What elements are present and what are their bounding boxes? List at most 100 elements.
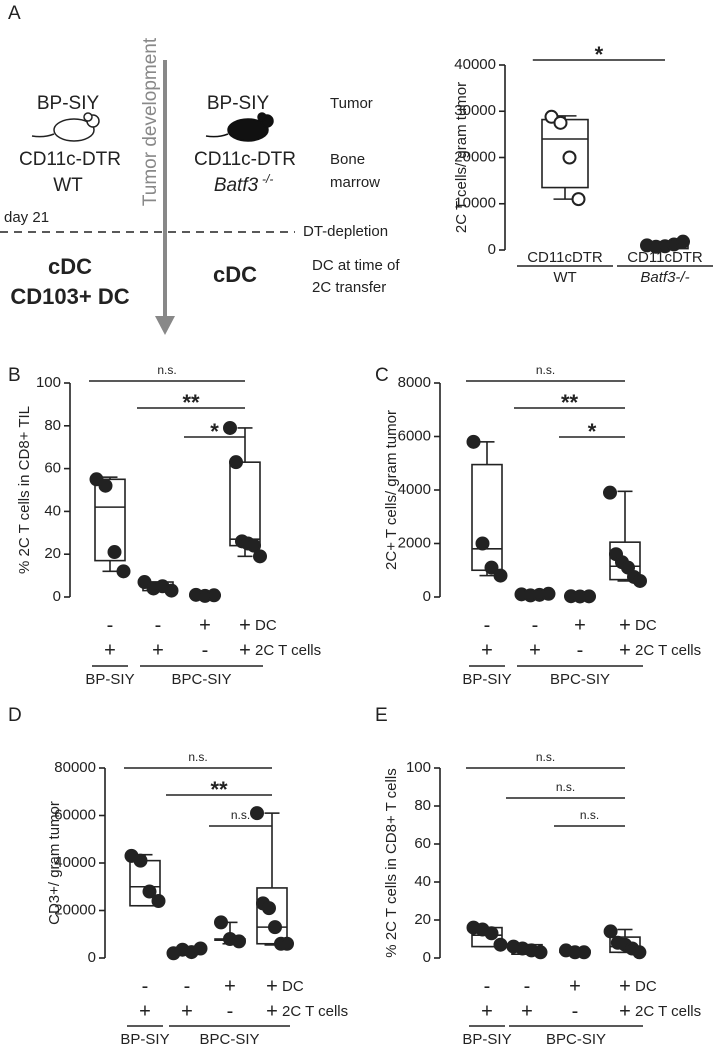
point — [262, 901, 276, 916]
point — [280, 936, 294, 951]
point — [676, 234, 690, 249]
point — [193, 941, 208, 956]
day-label: day 21 — [4, 209, 49, 226]
y-tick-label: 0 — [53, 588, 61, 605]
category-label: CD11cDTR — [527, 249, 603, 266]
y-tick-label: 20 — [414, 911, 431, 928]
y-tick-label: 4000 — [398, 481, 431, 498]
y-tick-label: 0 — [488, 241, 496, 258]
box — [256, 887, 288, 945]
point — [577, 945, 591, 960]
condition-value: - — [572, 1000, 579, 1022]
arrow-head — [155, 316, 175, 335]
condition-value: + — [239, 639, 251, 661]
condition-name: DC — [635, 617, 657, 634]
point — [232, 934, 246, 949]
box — [229, 461, 261, 547]
y-tick-label: 20000 — [454, 148, 496, 165]
y-tick-label: 10000 — [454, 195, 496, 212]
row-label: Bone — [330, 151, 365, 168]
significance-label: n.s. — [536, 363, 555, 377]
point — [493, 937, 508, 952]
dc-left: CD103+ DC — [10, 284, 129, 309]
y-tick-label: 2000 — [398, 534, 431, 551]
significance-label: n.s. — [188, 750, 207, 764]
panel-label: A — [8, 3, 21, 24]
condition-value: + — [619, 1000, 631, 1022]
condition-value: + — [481, 1000, 493, 1022]
row-label: DT-depletion — [303, 223, 388, 240]
point — [229, 455, 243, 470]
condition-value: - — [484, 614, 491, 636]
y-tick-label: 80 — [44, 417, 61, 434]
condition-value: + — [181, 1000, 193, 1022]
condition-value: + — [619, 975, 631, 997]
point — [582, 589, 596, 604]
condition-name: DC — [282, 978, 304, 995]
point — [151, 894, 166, 908]
genotype-right: Batf3 — [214, 175, 259, 196]
row-label: Tumor — [330, 95, 373, 112]
condition-value: + — [574, 614, 586, 636]
group-label: BPC-SIY — [171, 671, 231, 688]
point — [214, 915, 228, 930]
y-tick-label: 40 — [414, 873, 431, 890]
condition-name: DC — [635, 978, 657, 995]
condition-value: + — [521, 1000, 533, 1022]
condition-value: - — [484, 975, 491, 997]
significance-label: * — [595, 42, 604, 67]
y-tick-label: 60 — [414, 835, 431, 852]
point — [484, 926, 499, 941]
y-tick-label: 0 — [88, 949, 96, 966]
y-axis-label: 2C+ T cells/ gram tumor — [383, 410, 400, 570]
point — [250, 806, 264, 821]
group-label: BP-SIY — [85, 671, 134, 688]
category-label: CD11cDTR — [627, 249, 703, 266]
condition-value: - — [524, 975, 531, 997]
condition-name: 2C T cells — [635, 1003, 701, 1020]
y-tick-label: 40000 — [454, 56, 496, 73]
y-tick-label: 60000 — [54, 806, 96, 823]
condition-value: + — [619, 614, 631, 636]
condition-name: 2C T cells — [635, 642, 701, 659]
condition-value: - — [532, 614, 539, 636]
condition-name: 2C T cells — [282, 1003, 348, 1020]
row-label: DC at time of — [312, 257, 400, 274]
group-label: BP-SIY — [462, 671, 511, 688]
y-axis-label: % 2C T cells in CD8+ T cells — [383, 768, 400, 957]
arrow-label: Tumor development — [140, 37, 161, 206]
dc-left: cDC — [48, 254, 92, 279]
condition-value: - — [184, 975, 191, 997]
tumor-right: BP-SIY — [207, 93, 270, 114]
category-label: Batf3-/- — [640, 269, 689, 286]
condition-value: + — [529, 639, 541, 661]
point — [133, 853, 148, 868]
point — [164, 583, 179, 598]
box — [471, 463, 503, 572]
panel-label: C — [375, 365, 389, 386]
category-label: WT — [553, 269, 576, 286]
y-tick-label: 30000 — [454, 102, 496, 119]
condition-value: - — [577, 639, 584, 661]
point — [142, 884, 157, 899]
genotype-sup: -/- — [262, 172, 273, 186]
point — [247, 538, 261, 553]
significance-label: n.s. — [536, 750, 555, 764]
point — [98, 478, 113, 493]
condition-value: + — [619, 639, 631, 661]
significance-label: ** — [210, 777, 228, 802]
condition-value: - — [155, 614, 162, 636]
y-axis-label: 2C T cells/ gram tumor — [453, 82, 470, 233]
y-tick-label: 0 — [423, 588, 431, 605]
condition-value: + — [481, 639, 493, 661]
point — [533, 945, 548, 960]
marrow-left: CD11c-DTR — [19, 149, 121, 170]
row-label: 2C transfer — [312, 279, 386, 296]
condition-value: + — [104, 639, 116, 661]
condition-value: + — [266, 1000, 278, 1022]
condition-value: - — [202, 639, 209, 661]
condition-value: - — [142, 975, 149, 997]
tumor-left: BP-SIY — [37, 93, 100, 114]
significance-label: ** — [561, 390, 579, 415]
